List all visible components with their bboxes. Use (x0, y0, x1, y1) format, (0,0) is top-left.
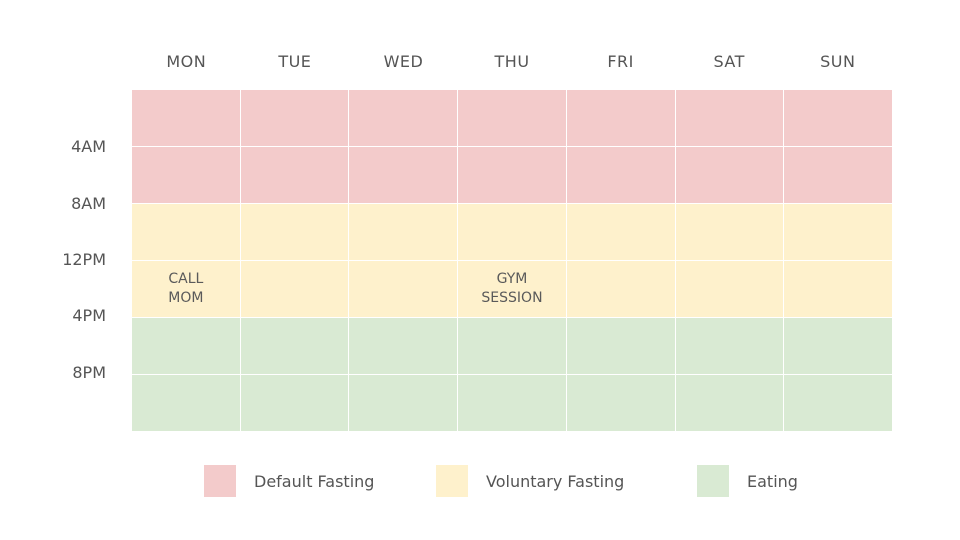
legend-swatch-eating (697, 465, 729, 497)
time-label-8am: 8AM (71, 194, 106, 213)
schedule-cell (458, 147, 566, 203)
schedule-cell (458, 318, 566, 374)
day-header-tue: TUE (278, 52, 312, 71)
schedule-cell (784, 375, 892, 431)
schedule-cell (784, 147, 892, 203)
schedule-cell (784, 90, 892, 146)
legend-label: Eating (747, 471, 798, 491)
time-label-12pm: 12PM (62, 250, 106, 269)
schedule-cell (240, 147, 349, 203)
schedule-cell (784, 204, 892, 260)
schedule-cell (132, 147, 240, 203)
time-label-8pm: 8PM (72, 363, 106, 382)
schedule-cell (566, 375, 675, 431)
schedule-cell (349, 261, 458, 317)
day-header-row: MON TUE WED THU FRI SAT SUN (132, 48, 892, 76)
schedule-cell (458, 90, 566, 146)
schedule-cell (240, 90, 349, 146)
schedule-cell (566, 147, 675, 203)
schedule-grid: CALL MOM GYM SESSION (132, 90, 892, 431)
schedule-cell (458, 375, 566, 431)
day-header-mon: MON (166, 52, 207, 71)
schedule-cell (349, 375, 458, 431)
schedule-cell (675, 261, 784, 317)
schedule-cell (132, 90, 240, 146)
day-header-fri: FRI (607, 52, 634, 71)
schedule-cell (349, 318, 458, 374)
schedule-cell (349, 90, 458, 146)
day-header-wed: WED (383, 52, 424, 71)
schedule-cell (132, 318, 240, 374)
schedule-cell (675, 147, 784, 203)
time-axis: 4AM 8AM 12PM 4PM 8PM (0, 0, 120, 540)
schedule-cell (675, 90, 784, 146)
schedule-cell (458, 204, 566, 260)
legend-item-voluntary-fasting: Voluntary Fasting (436, 465, 624, 497)
schedule-cell (784, 261, 892, 317)
schedule-cell (566, 261, 675, 317)
schedule-cell (240, 375, 349, 431)
schedule-cell (566, 318, 675, 374)
schedule-cell (132, 204, 240, 260)
time-label-4am: 4AM (71, 137, 106, 156)
schedule-cell (675, 318, 784, 374)
day-header-thu: THU (494, 52, 530, 71)
legend-label: Voluntary Fasting (486, 471, 625, 491)
schedule-cell: CALL MOM (132, 261, 240, 317)
schedule-cell (349, 147, 458, 203)
time-label-4pm: 4PM (72, 306, 106, 325)
legend-item-eating: Eating (697, 465, 798, 497)
schedule-cell (784, 318, 892, 374)
schedule-cell (240, 318, 349, 374)
schedule-cell (240, 261, 349, 317)
schedule-cell (240, 204, 349, 260)
legend-swatch-default-fasting (204, 465, 236, 497)
schedule-cell: GYM SESSION (458, 261, 566, 317)
legend-label: Default Fasting (254, 471, 375, 491)
schedule-cell (349, 204, 458, 260)
schedule-cell (675, 204, 784, 260)
day-header-sun: SUN (820, 52, 856, 71)
legend-item-default-fasting: Default Fasting (204, 465, 374, 497)
schedule-cell (132, 375, 240, 431)
schedule-cell (566, 204, 675, 260)
schedule-cell (566, 90, 675, 146)
legend-swatch-voluntary-fasting (436, 465, 468, 497)
schedule-cell (675, 375, 784, 431)
day-header-sat: SAT (713, 52, 745, 71)
